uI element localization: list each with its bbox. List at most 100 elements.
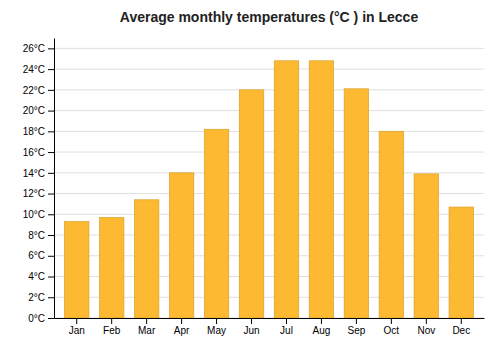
grid-line (54, 172, 484, 173)
y-tick-mark (48, 131, 54, 132)
y-tick-mark (48, 318, 54, 319)
chart-container: Jan Feb Mar Apr May Jun Jul Aug Sep Oct Nov Dec 0°C 2… (0, 0, 500, 350)
y-tick-mark (48, 90, 54, 91)
x-tick-label: Jul (280, 325, 293, 336)
x-tick: Feb (103, 318, 121, 336)
x-tick: Dec (452, 318, 470, 336)
bar (309, 61, 333, 318)
grid-line (54, 110, 484, 111)
x-tick-mark (146, 318, 147, 324)
y-tick: 20°C (23, 105, 54, 116)
bar (379, 131, 403, 318)
grid (54, 48, 484, 318)
bar (169, 173, 193, 318)
x-tick: May (207, 318, 226, 336)
x-tick: Nov (417, 318, 435, 336)
y-tick: 6°C (28, 250, 54, 261)
y-tick-mark (48, 277, 54, 278)
y-axis: 0°C 2°C 4°C 6°C 8°C 10°C 12°C 14°C 16°C 18°C 20°C 2… (23, 39, 55, 324)
y-tick-label: 26°C (23, 43, 45, 54)
x-tick-mark (356, 318, 357, 324)
x-tick-label: May (207, 325, 226, 336)
y-tick-mark (48, 69, 54, 70)
x-tick-label: Dec (452, 325, 470, 336)
x-axis: Jan Feb Mar Apr May Jun Jul Aug Sep Oct Nov Dec (55, 318, 485, 336)
x-tick-label: Jun (243, 325, 259, 336)
x-tick-label: Mar (138, 325, 156, 336)
y-tick-label: 4°C (28, 271, 45, 282)
y-tick-mark (48, 194, 54, 195)
x-tick-label: Aug (313, 325, 331, 336)
grid-line (54, 152, 484, 153)
x-tick-mark (251, 318, 252, 324)
y-tick: 8°C (28, 230, 54, 241)
title: Average monthly temperatures (°C ) in Le… (120, 9, 419, 25)
y-tick: 0°C (28, 313, 54, 324)
y-tick-label: 2°C (28, 292, 45, 303)
x-tick: Apr (174, 318, 190, 336)
y-tick-mark (48, 256, 54, 257)
x-tick-mark (216, 318, 217, 324)
x-tick-label: Nov (417, 325, 435, 336)
y-tick-label: 24°C (23, 64, 45, 75)
x-tick-mark (286, 318, 287, 324)
x-tick-mark (461, 318, 462, 324)
x-tick-label: Sep (347, 325, 365, 336)
grid-line (54, 69, 484, 70)
x-tick-label: Oct (384, 325, 400, 336)
y-tick: 18°C (23, 126, 54, 137)
y-tick-label: 22°C (23, 85, 45, 96)
bar (274, 61, 298, 318)
grid-line (54, 48, 484, 49)
y-tick-label: 6°C (28, 250, 45, 261)
y-tick-mark (48, 235, 54, 236)
y-tick-mark (48, 111, 54, 112)
grid-line (54, 131, 484, 132)
bar (449, 207, 473, 318)
y-tick-label: 8°C (28, 230, 45, 241)
y-tick: 24°C (23, 64, 54, 75)
y-tick-label: 18°C (23, 126, 45, 137)
bar (239, 90, 263, 318)
y-tick: 12°C (23, 188, 54, 199)
y-tick: 4°C (28, 271, 54, 282)
chart: Jan Feb Mar Apr May Jun Jul Aug Sep Oct Nov Dec 0°C 2… (0, 0, 500, 350)
x-tick: Mar (138, 318, 156, 336)
bar (99, 217, 123, 318)
bar (414, 174, 438, 318)
y-tick-mark (48, 152, 54, 153)
bar (64, 222, 88, 318)
bar (204, 129, 228, 318)
x-tick-label: Feb (103, 325, 121, 336)
y-tick: 26°C (23, 43, 54, 54)
x-tick-mark (111, 318, 112, 324)
y-tick-label: 14°C (23, 168, 45, 179)
x-tick: Jun (243, 318, 259, 336)
bar (344, 89, 368, 318)
x-tick-mark (76, 318, 77, 324)
y-tick-mark (48, 48, 54, 49)
y-axis-line (54, 39, 55, 319)
x-tick-mark (321, 318, 322, 324)
y-tick: 2°C (28, 292, 54, 303)
y-tick-label: 20°C (23, 105, 45, 116)
x-tick-mark (181, 318, 182, 324)
x-tick-mark (391, 318, 392, 324)
grid-line (54, 89, 484, 90)
x-tick: Jan (69, 318, 85, 336)
y-tick-mark (48, 214, 54, 215)
x-tick: Oct (384, 318, 400, 336)
y-tick: 22°C (23, 85, 54, 96)
y-tick: 10°C (23, 209, 54, 220)
x-tick: Jul (280, 318, 293, 336)
bars (64, 61, 473, 318)
x-tick: Sep (347, 318, 365, 336)
y-tick-label: 16°C (23, 147, 45, 158)
x-tick-label: Jan (69, 325, 85, 336)
y-tick-mark (48, 173, 54, 174)
x-tick-label: Apr (174, 325, 190, 336)
y-tick: 14°C (23, 168, 54, 179)
y-tick-label: 10°C (23, 209, 45, 220)
x-tick-mark (426, 318, 427, 324)
y-tick-mark (48, 297, 54, 298)
